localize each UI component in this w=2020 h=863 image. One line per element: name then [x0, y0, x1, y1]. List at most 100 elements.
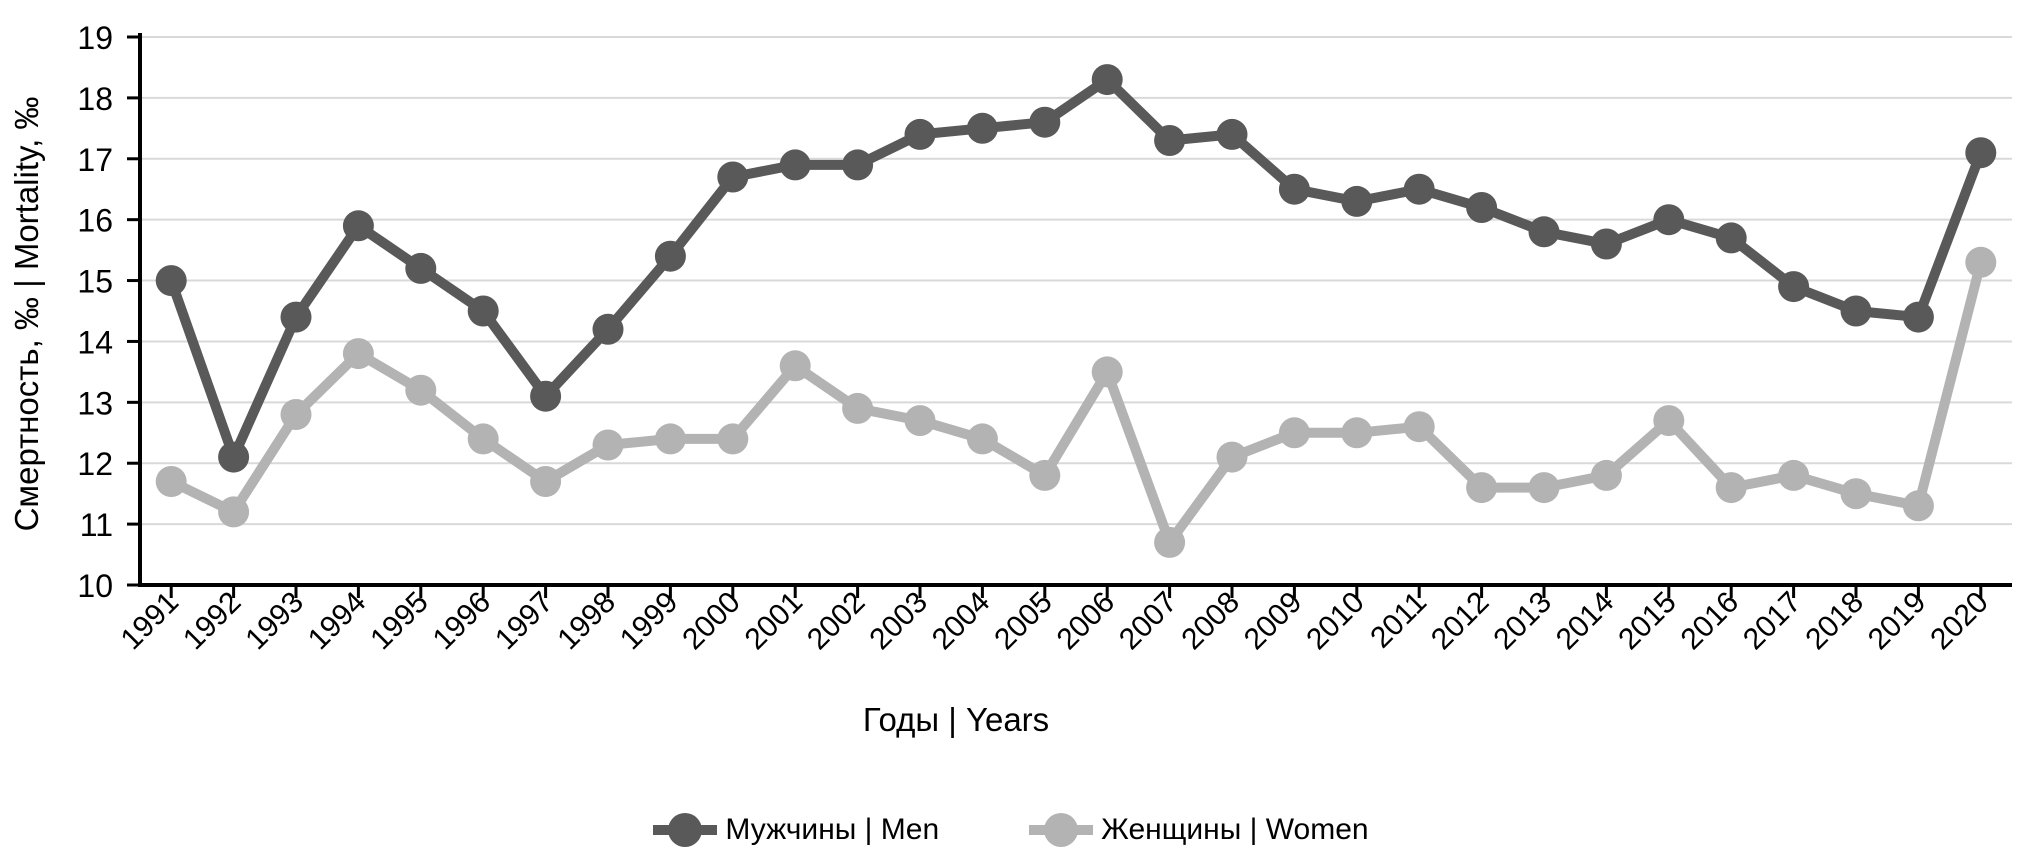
- series-point-men-1997: [530, 380, 562, 412]
- series-point-women-2017: [1778, 459, 1810, 491]
- series-point-men-2008: [1216, 118, 1248, 150]
- legend-item-women: Женщины | Women: [1027, 810, 1369, 850]
- series-point-women-1991: [155, 466, 187, 497]
- x-tick-label: 2011: [1364, 586, 1433, 655]
- series-point-women-2000: [717, 423, 749, 455]
- series-point-men-2002: [842, 149, 874, 181]
- series-point-men-2004: [966, 112, 998, 144]
- series-point-women-2004: [966, 423, 998, 455]
- series-point-women-2011: [1403, 411, 1435, 443]
- x-tick-label: 2015: [1612, 586, 1683, 657]
- series-point-men-2020: [1965, 137, 1997, 169]
- x-tick-label: 2013: [1487, 586, 1558, 657]
- x-tick-label: 2005: [988, 586, 1059, 657]
- series-point-men-2014: [1590, 228, 1622, 260]
- series-point-women-2008: [1216, 441, 1248, 473]
- x-tick-label: 1991: [115, 586, 186, 657]
- men-marker-dot: [668, 813, 703, 847]
- x-tick-label: 2001: [739, 586, 810, 657]
- series-point-women-2019: [1902, 490, 1934, 522]
- x-tick-label: 2009: [1238, 586, 1309, 657]
- x-tick-label: 1993: [239, 586, 310, 657]
- x-tick-label: 1992: [177, 586, 248, 657]
- x-tick-label: 1998: [551, 586, 622, 657]
- series-point-women-1993: [280, 399, 312, 430]
- men-series-marker-icon: [653, 813, 718, 847]
- series-point-men-2009: [1278, 173, 1310, 205]
- series-point-women-1997: [530, 466, 562, 497]
- series-point-women-2001: [779, 350, 811, 382]
- y-tick-label: 12: [77, 446, 113, 482]
- legend-item-men: Мужчины | Men: [651, 810, 939, 850]
- series-line-men: [166, 74, 1986, 463]
- series-point-men-2007: [1154, 125, 1186, 156]
- series-point-men-2000: [717, 161, 749, 193]
- x-tick-label: 1996: [427, 586, 498, 657]
- legend-label-men: Мужчины | Men: [725, 813, 940, 846]
- series-point-men-2018: [1840, 295, 1872, 327]
- x-tick-label: 2010: [1300, 586, 1371, 657]
- x-axis-title: Годы | Years: [862, 701, 1050, 738]
- series-point-women-1994: [342, 338, 374, 370]
- series-point-men-2017: [1778, 271, 1810, 303]
- x-tick-label: 2006: [1051, 586, 1122, 657]
- series-point-women-2003: [904, 405, 936, 437]
- series-point-women-2014: [1590, 459, 1622, 491]
- x-tick-label: 2014: [1550, 586, 1621, 657]
- series-point-men-2013: [1528, 216, 1560, 248]
- series-point-women-1995: [405, 374, 437, 406]
- series-point-women-2020: [1965, 246, 1997, 278]
- series-point-men-1992: [218, 441, 250, 473]
- series-point-men-1993: [280, 301, 312, 333]
- y-tick-label: 15: [77, 264, 113, 300]
- x-tick-label: 2019: [1862, 586, 1933, 657]
- series-point-men-2006: [1091, 64, 1123, 96]
- series-point-women-2009: [1278, 417, 1310, 449]
- series-point-men-1994: [342, 210, 374, 242]
- series-point-women-1992: [218, 496, 250, 528]
- series-point-men-1996: [467, 295, 499, 327]
- series-point-men-1995: [405, 252, 437, 284]
- series-point-women-2007: [1154, 526, 1186, 558]
- x-tick-label: 2017: [1737, 586, 1808, 657]
- y-tick-label: 19: [77, 20, 113, 56]
- series-point-women-2006: [1091, 356, 1123, 388]
- y-tick-label: 18: [77, 81, 113, 117]
- x-tick-label: 2016: [1675, 586, 1746, 657]
- series-point-men-2019: [1902, 301, 1934, 333]
- series-point-women-2013: [1528, 472, 1560, 504]
- series-point-men-2012: [1466, 192, 1498, 223]
- series-point-women-1998: [592, 429, 624, 461]
- x-tick-label: 2002: [801, 586, 872, 657]
- series-point-women-2002: [842, 392, 874, 424]
- series-point-women-2010: [1341, 417, 1373, 449]
- series-point-men-2016: [1715, 222, 1747, 254]
- series-point-men-1991: [155, 265, 187, 297]
- x-tick-label: 1999: [614, 586, 685, 657]
- chart-legend: Мужчины | Men Женщины | Women: [0, 810, 2020, 850]
- series-point-women-2018: [1840, 478, 1872, 510]
- y-axis-title: Смертность, ‰ | Mortality, ‰: [8, 96, 45, 532]
- y-tick-label: 17: [77, 142, 113, 178]
- y-tick-label: 16: [77, 203, 113, 239]
- y-tick-label: 14: [77, 324, 113, 360]
- y-tick-label: 11: [80, 507, 113, 543]
- x-tick-label: 1994: [302, 586, 373, 657]
- x-tick-label: 2000: [676, 586, 747, 657]
- series-point-men-2005: [1029, 106, 1061, 138]
- series-point-men-2011: [1403, 173, 1435, 205]
- x-tick-label: 2008: [1175, 586, 1246, 657]
- series-point-men-1998: [592, 313, 624, 345]
- legend-label-women: Женщины | Women: [1101, 813, 1369, 846]
- y-tick-label: 13: [77, 385, 113, 421]
- series-point-women-2005: [1029, 459, 1061, 491]
- series-point-women-2016: [1715, 472, 1747, 504]
- series-point-men-1999: [654, 240, 686, 272]
- women-marker-dot: [1044, 813, 1079, 847]
- series-point-men-2010: [1341, 185, 1373, 217]
- x-tick-label: 2012: [1425, 586, 1496, 657]
- x-tick-label: 1997: [489, 586, 560, 657]
- x-tick-label: 2018: [1799, 586, 1870, 657]
